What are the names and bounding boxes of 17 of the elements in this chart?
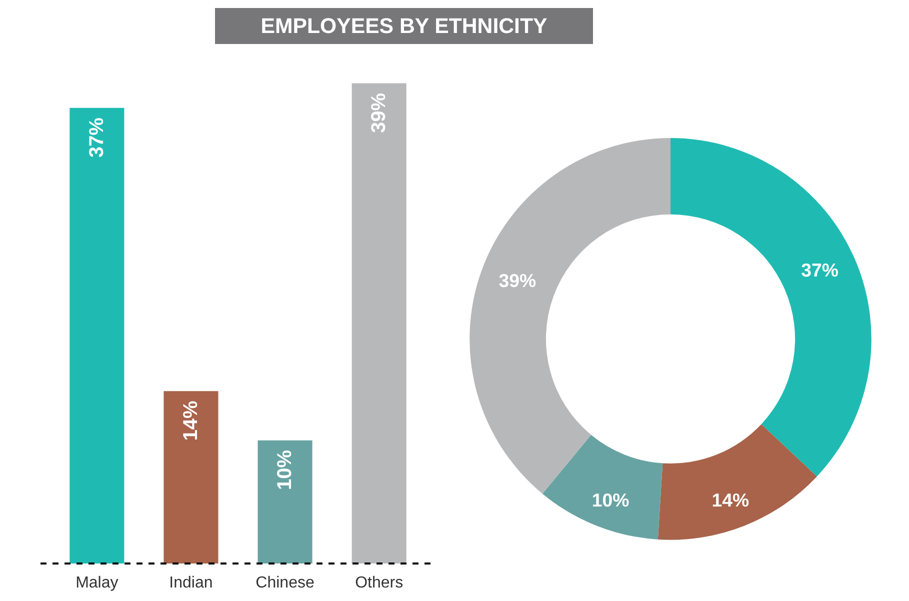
x-tick-label: Others bbox=[355, 574, 404, 592]
bar bbox=[352, 83, 406, 564]
data-label: 14% bbox=[712, 490, 750, 511]
data-label: 39% bbox=[498, 270, 536, 291]
x-tick-label: Chinese bbox=[256, 574, 314, 592]
x-tick-label: Malay bbox=[76, 574, 118, 592]
x-tick-label: Indian bbox=[169, 574, 213, 592]
bar bbox=[70, 108, 124, 564]
data-label: 39% bbox=[368, 92, 390, 133]
bar bbox=[164, 391, 218, 564]
data-label: 10% bbox=[592, 490, 630, 511]
chart-title: EMPLOYEES BY ETHNICITY bbox=[260, 13, 548, 40]
data-label: 37% bbox=[86, 117, 108, 158]
data-label: 14% bbox=[180, 400, 202, 441]
bar bbox=[258, 440, 312, 564]
data-label: 37% bbox=[801, 260, 839, 281]
data-label: 10% bbox=[274, 450, 296, 490]
